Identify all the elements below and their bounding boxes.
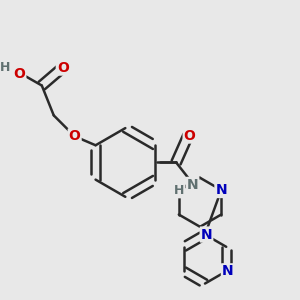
Text: O: O — [57, 61, 69, 75]
Text: H: H — [174, 184, 184, 197]
Text: H: H — [0, 61, 11, 74]
Text: N: N — [215, 183, 227, 197]
Text: O: O — [14, 67, 25, 81]
Text: O: O — [69, 129, 81, 143]
Text: N: N — [222, 264, 233, 278]
Text: O: O — [184, 129, 196, 142]
Text: N: N — [187, 178, 198, 192]
Text: N: N — [201, 227, 212, 242]
